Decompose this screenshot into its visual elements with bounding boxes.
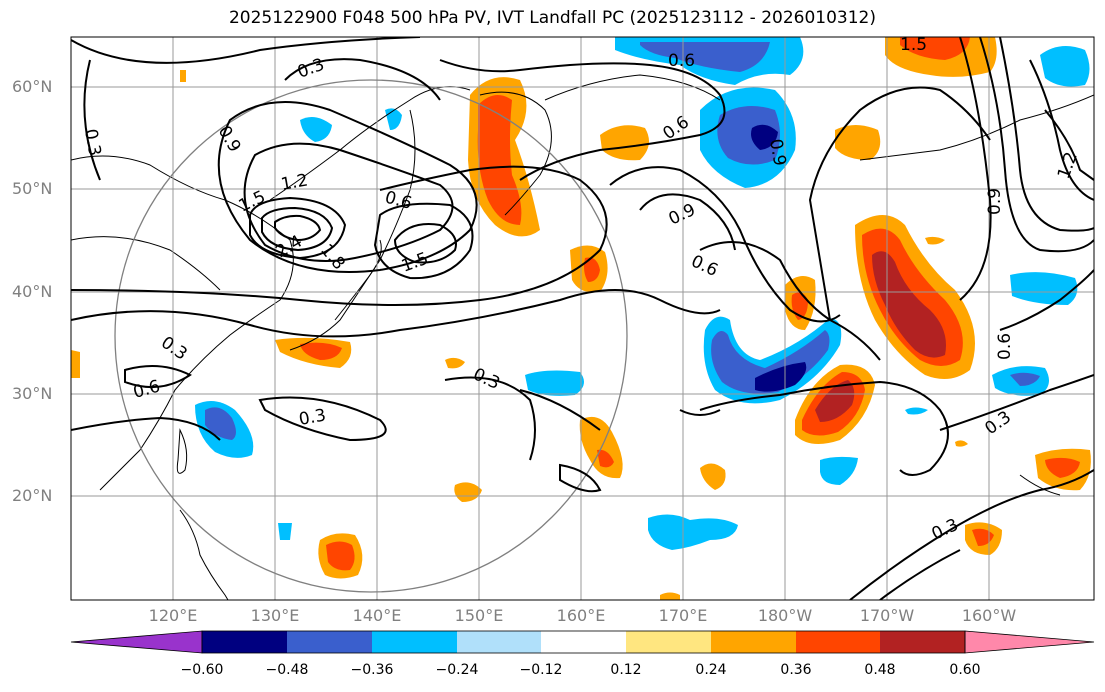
colorbar-extend-high — [964, 630, 1095, 654]
coastlines — [71, 74, 1094, 600]
colorbar-segment — [287, 631, 372, 653]
colorbar-tick: 0.24 — [695, 662, 727, 678]
colorbar-tick: −0.60 — [180, 662, 224, 678]
contour-label: 1.2 — [279, 171, 309, 195]
lon-label: 120°E — [148, 606, 198, 625]
lat-label: 30°N — [12, 384, 53, 403]
lon-label: 130°E — [250, 606, 300, 625]
colorbar-segment — [457, 631, 541, 653]
contour-label: 0.6 — [668, 51, 695, 71]
colorbar-tick: 0.60 — [949, 662, 981, 678]
contour-label: 1.5 — [900, 35, 927, 55]
colorbar-segment — [202, 631, 287, 653]
colorbar-tick: 0.48 — [864, 662, 896, 678]
lon-label: 160°E — [556, 606, 606, 625]
lat-label: 60°N — [12, 77, 53, 96]
lon-label: 150°E — [454, 606, 504, 625]
map-title: 2025122900 F048 500 hPa PV, IVT Landfall… — [228, 8, 876, 28]
map-panel: 0.3 0.3 0.6 0.9 1.2 1.5 0.6 0.6 0.9 0.9 … — [71, 35, 1094, 600]
lon-label: 160°W — [961, 606, 1017, 625]
colorbar-segment — [626, 631, 711, 653]
colorbar-tick: 0.36 — [780, 662, 812, 678]
contour-label: 0.6 — [995, 333, 1015, 360]
lat-label: 50°N — [12, 179, 53, 198]
colorbar-tick: 0.12 — [610, 662, 642, 678]
lon-label: 170°E — [658, 606, 708, 625]
contour-label: 0.3 — [297, 406, 327, 430]
colorbar-tick: −0.48 — [265, 662, 309, 678]
landfall-radius-circle — [114, 79, 628, 593]
lon-label: 140°E — [352, 606, 402, 625]
colorbar-tick: −0.12 — [519, 662, 563, 678]
colorbar — [70, 630, 1095, 654]
lon-label: 180°W — [757, 606, 813, 625]
colorbar-segment — [880, 631, 965, 653]
colorbar-segment — [541, 631, 626, 653]
pc-shading — [71, 37, 1091, 600]
contour-label: 0.3 — [80, 127, 104, 157]
map-frame — [70, 36, 1095, 601]
lat-label: 20°N — [12, 486, 53, 505]
pv-contours — [71, 37, 1094, 600]
contour-label: 0.9 — [765, 137, 789, 167]
colorbar-tick: −0.36 — [350, 662, 394, 678]
contour-label: 0.9 — [985, 188, 1005, 215]
colorbar-segment — [796, 631, 880, 653]
colorbar-segment — [711, 631, 796, 653]
lon-label: 170°W — [859, 606, 915, 625]
colorbar-extend-low — [70, 630, 203, 654]
lat-label: 40°N — [12, 282, 53, 301]
colorbar-tick: −0.24 — [435, 662, 479, 678]
colorbar-segment — [372, 631, 457, 653]
